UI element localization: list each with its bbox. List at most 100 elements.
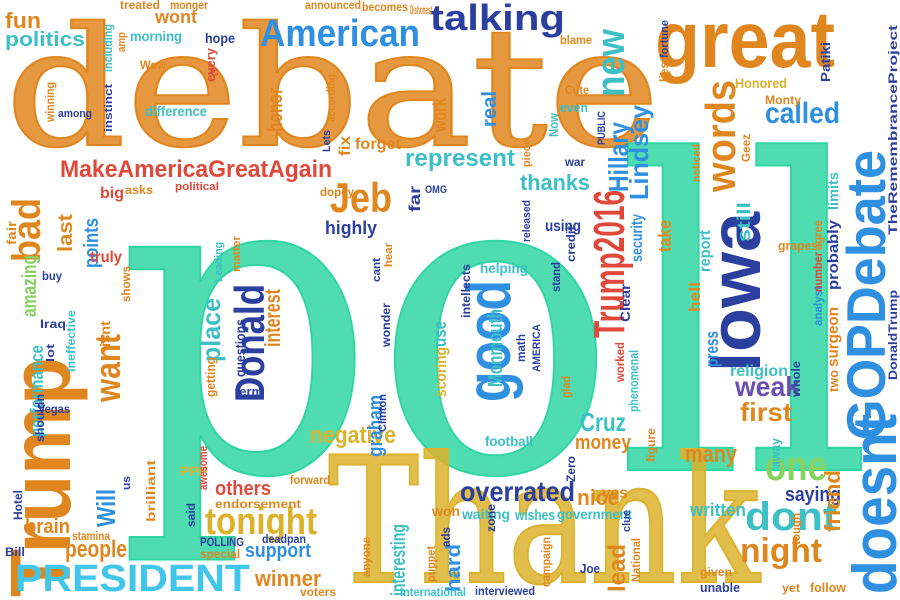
word: given — [700, 565, 732, 579]
word: announced — [305, 0, 361, 12]
word: special — [200, 547, 240, 561]
word: endorsement — [215, 497, 301, 511]
word: worked — [613, 342, 627, 383]
word: POLLING — [200, 535, 244, 549]
word: called — [765, 97, 840, 130]
word: lies — [657, 62, 671, 82]
word: credit — [564, 226, 578, 262]
word: fun — [5, 8, 41, 33]
word: hell — [687, 282, 704, 312]
word: Cute — [565, 83, 589, 97]
word: piece — [521, 139, 533, 167]
word: away — [768, 437, 783, 468]
word: clue — [621, 510, 633, 532]
word: Geez — [739, 134, 753, 162]
word: place — [196, 298, 226, 362]
word: war — [564, 155, 585, 169]
word: Iowa — [696, 211, 776, 372]
word: graham — [365, 395, 387, 457]
word: Clear — [617, 283, 633, 322]
word: scoring — [433, 347, 450, 397]
word: MakeAmericaGreatAgain — [60, 156, 332, 183]
word: poll — [118, 72, 873, 572]
word: stand — [549, 262, 563, 292]
word: politics — [5, 29, 85, 51]
word: Joe — [580, 561, 600, 576]
word: Hotel — [11, 490, 25, 520]
word: bad — [5, 198, 49, 262]
word: overrated — [460, 476, 575, 507]
word: first — [740, 397, 792, 427]
word: becomes — [362, 0, 408, 14]
word: International — [400, 585, 466, 599]
word: use — [430, 321, 450, 347]
word: probably — [825, 219, 842, 290]
word: fortune — [659, 20, 671, 58]
word: yes — [602, 485, 628, 502]
word: take — [655, 220, 675, 252]
word: Lindsey — [624, 104, 654, 200]
word: voters — [300, 585, 336, 599]
word: follow — [810, 580, 847, 595]
word: hope — [205, 30, 235, 46]
word: interviewed — [475, 584, 535, 598]
word: said — [184, 503, 198, 527]
word: great — [655, 0, 835, 84]
word: want — [87, 334, 128, 403]
word: treated — [120, 0, 160, 12]
word: still — [734, 202, 754, 242]
word: PRESIDENT — [15, 558, 250, 600]
word: whole — [789, 361, 803, 398]
word: others — [215, 478, 271, 500]
word: tough — [789, 513, 803, 545]
word: Leading — [213, 242, 225, 282]
word: blame — [560, 33, 592, 47]
word: report — [697, 229, 714, 272]
word: Iraq — [40, 317, 66, 331]
word: math — [514, 334, 528, 362]
word: ineffective — [64, 310, 78, 372]
word: tonight — [205, 501, 317, 543]
word: Trump2016 — [585, 190, 634, 338]
word: Trump — [0, 357, 89, 597]
word: work — [430, 97, 450, 133]
word: getting — [203, 357, 218, 397]
word: released — [521, 200, 533, 242]
word: yet — [782, 581, 800, 595]
word: Lets — [321, 130, 333, 152]
word: difference — [145, 103, 207, 119]
word: Wow — [140, 58, 167, 72]
word: Patiki — [818, 42, 833, 82]
word: shows — [119, 266, 133, 302]
word: surgeon — [825, 307, 842, 367]
word: winner — [254, 566, 321, 591]
word: forget — [355, 136, 402, 153]
word: far — [407, 186, 424, 212]
word: points — [81, 218, 103, 268]
word: National — [629, 538, 643, 582]
word: forward — [290, 473, 330, 487]
word: Now — [546, 112, 561, 137]
word: including — [101, 24, 115, 72]
word: wonder — [379, 303, 393, 348]
word: zone — [484, 504, 498, 532]
word: nice — [577, 485, 619, 510]
word: questions — [232, 319, 248, 377]
word: awesome — [196, 446, 210, 490]
word: matter — [231, 235, 243, 272]
word: stamina — [72, 529, 110, 543]
word: AMERICA — [531, 324, 543, 372]
word: morning — [130, 28, 182, 44]
word: interesting — [388, 524, 410, 596]
word: won — [431, 503, 460, 519]
word: puppet — [424, 546, 438, 582]
word: night — [740, 532, 822, 570]
word: isnt — [97, 321, 113, 347]
word: last — [55, 214, 77, 252]
word: amp — [116, 32, 128, 52]
word: GOPDebate — [835, 150, 897, 440]
word: money — [575, 432, 632, 454]
word: Zero — [564, 456, 578, 482]
